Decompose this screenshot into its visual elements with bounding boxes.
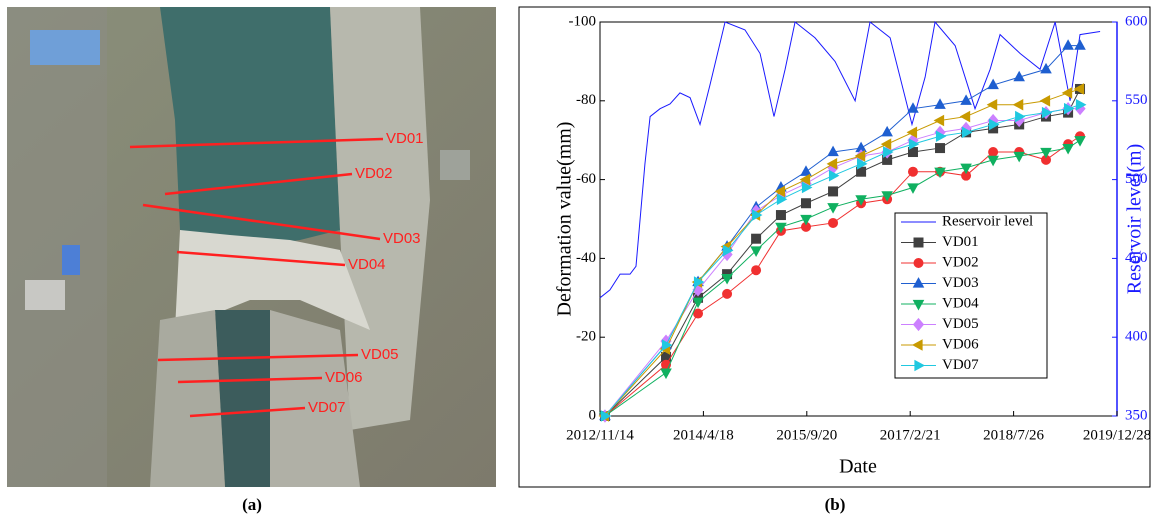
x-tick-label: 2019/12/28 [1083, 427, 1151, 443]
section-label: VD03 [383, 230, 421, 247]
legend-label: VD05 [942, 316, 979, 332]
marker [908, 167, 917, 176]
x-tick-label: 2012/11/14 [566, 427, 634, 443]
y-tick-label: -20 [576, 329, 596, 345]
marker [829, 218, 838, 227]
marker [1063, 88, 1072, 98]
y2-tick-label: 500 [1125, 171, 1148, 187]
marker [776, 211, 785, 220]
caption: (a) [242, 495, 262, 514]
legend-label: VD06 [942, 336, 979, 352]
marker [961, 95, 971, 104]
marker [935, 116, 944, 126]
marker [751, 247, 761, 256]
marker [989, 148, 998, 157]
marker [936, 144, 945, 153]
page: (a) (b) Deformation value(mm) Reservoir … [0, 0, 1151, 525]
legend-label: Reservoir level [942, 213, 1033, 229]
marker [694, 309, 703, 318]
y-tick-label: -100 [569, 13, 597, 29]
legend-label: VD01 [942, 234, 979, 250]
marker [801, 166, 811, 175]
marker [1063, 40, 1073, 49]
marker [829, 187, 838, 196]
marker [914, 238, 923, 247]
marker [752, 266, 761, 275]
section-label: VD02 [355, 165, 393, 182]
y-tick-label: -40 [576, 250, 596, 266]
y-tick-label: -60 [576, 171, 596, 187]
panel-frame [519, 7, 1150, 487]
marker [1075, 137, 1085, 146]
marker [961, 112, 970, 122]
x-axis-label: Date [839, 456, 877, 478]
caption: (b) [825, 495, 846, 514]
section-label: VD04 [348, 256, 386, 273]
legend: Reservoir level VD01 VD02 VD03 VD04 VD05 VD06 V… [895, 213, 1047, 378]
section-label: VD01 [386, 130, 424, 147]
x-tick-label: 2018/7/26 [983, 427, 1044, 443]
y2-tick-label: 550 [1125, 92, 1148, 108]
marker [882, 127, 892, 136]
marker [828, 204, 838, 213]
y2-axis-label: Reservoir level(m) [1124, 144, 1146, 295]
marker [914, 259, 923, 268]
marker [1041, 96, 1050, 106]
marker [723, 289, 732, 298]
y2-tick-label: 350 [1125, 407, 1148, 423]
x-tick-label: 2015/9/20 [776, 427, 837, 443]
y2-tick-label: 400 [1125, 329, 1148, 345]
x-tick-label: 2014/4/18 [673, 427, 734, 443]
y-tick-label: -80 [576, 92, 596, 108]
section-label: VD05 [361, 346, 399, 363]
marker [1075, 40, 1085, 49]
x-tick-label: 2017/2/21 [880, 427, 941, 443]
section-label: VD06 [325, 369, 363, 386]
y-tick-label: 0 [589, 407, 597, 423]
figure: (a) (b) Deformation value(mm) Reservoir … [0, 0, 1151, 525]
marker [661, 369, 671, 378]
marker [1014, 100, 1023, 110]
y2-tick-label: 600 [1125, 13, 1148, 29]
legend-label: VD07 [942, 357, 979, 373]
legend-label: VD04 [942, 295, 979, 311]
section-label: VD07 [308, 399, 346, 416]
marker [752, 234, 761, 243]
y-axis-label: Deformation value(mm) [554, 122, 576, 317]
satellite-image [7, 7, 496, 487]
legend-label: VD03 [942, 275, 979, 291]
y2-tick-label: 450 [1125, 250, 1148, 266]
legend-label: VD02 [942, 254, 979, 270]
marker [802, 199, 811, 208]
marker [988, 100, 997, 110]
